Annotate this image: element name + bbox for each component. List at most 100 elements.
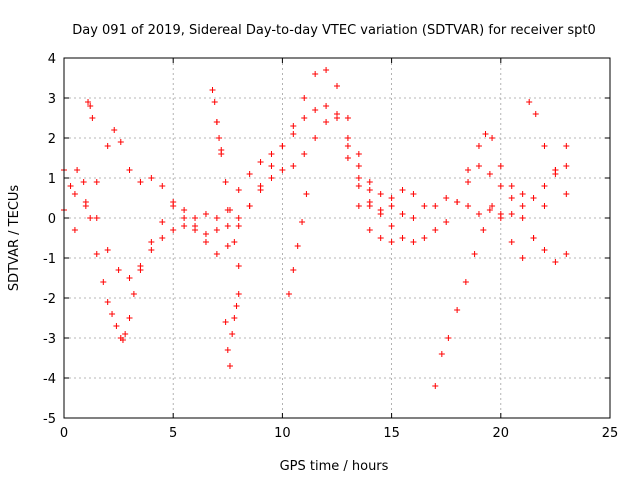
data-point <box>454 199 461 205</box>
data-point <box>93 179 100 185</box>
data-point <box>410 191 417 197</box>
data-point <box>170 199 177 205</box>
data-point <box>231 315 238 321</box>
data-point <box>126 167 133 173</box>
data-point <box>115 267 122 273</box>
data-point <box>148 247 155 253</box>
series-track-d <box>344 155 570 217</box>
data-point <box>211 99 218 105</box>
data-point <box>290 131 297 137</box>
data-point <box>137 263 144 269</box>
series-track-e <box>355 163 570 265</box>
data-point <box>235 187 242 193</box>
data-point <box>366 227 373 233</box>
x-tick-label: 25 <box>602 426 619 441</box>
data-point <box>104 247 111 253</box>
data-point <box>235 291 242 297</box>
y-tick-label: 1 <box>48 172 56 187</box>
data-point <box>285 291 292 297</box>
data-point <box>119 337 126 343</box>
data-point <box>224 347 231 353</box>
data-point <box>181 223 188 229</box>
data-point <box>303 191 310 197</box>
ticks-layer: 0 5 10 15 20 25 -5 -4 -3 -2 -1 0 1 2 3 4 <box>43 52 618 441</box>
data-point <box>445 335 452 341</box>
data-point <box>388 203 395 209</box>
data-point <box>117 139 124 145</box>
data-point <box>344 143 351 149</box>
data-point <box>218 151 225 157</box>
y-tick-label: -2 <box>43 292 56 307</box>
data-point <box>541 247 548 253</box>
data-point <box>202 211 209 217</box>
data-point <box>82 199 89 205</box>
data-point <box>519 215 526 221</box>
data-point <box>235 215 242 221</box>
data-point <box>100 279 107 285</box>
data-point <box>268 163 275 169</box>
x-tick-label: 0 <box>60 426 68 441</box>
data-point <box>74 167 81 173</box>
data-point <box>279 167 286 173</box>
data-point <box>480 227 487 233</box>
data-point <box>216 135 223 141</box>
series-track-l <box>85 99 96 121</box>
data-point <box>224 223 231 229</box>
data-point <box>541 143 548 149</box>
data-point <box>497 163 504 169</box>
x-tick-label: 20 <box>493 426 510 441</box>
data-point <box>366 179 373 185</box>
data-point <box>519 255 526 261</box>
data-point <box>294 243 301 249</box>
data-point <box>355 151 362 157</box>
data-point <box>80 179 87 185</box>
data-point <box>497 215 504 221</box>
y-tick-label: 3 <box>48 92 56 107</box>
x-tick-label: 10 <box>274 426 291 441</box>
data-point <box>508 239 515 245</box>
data-point <box>235 223 242 229</box>
data-point <box>109 311 116 317</box>
x-tick-label: 5 <box>169 426 177 441</box>
data-point <box>355 203 362 209</box>
data-point <box>290 123 297 129</box>
y-tick-label: 0 <box>48 212 56 227</box>
data-point <box>257 159 264 165</box>
data-point <box>552 167 559 173</box>
data-point <box>388 195 395 201</box>
data-point <box>475 211 482 217</box>
data-point <box>323 103 330 109</box>
data-point <box>519 191 526 197</box>
data-point <box>226 207 233 213</box>
y-axis-title: SDTVAR / TECUs <box>7 185 22 292</box>
data-point <box>323 119 330 125</box>
series-track-c <box>71 111 395 281</box>
data-point <box>93 215 100 221</box>
data-point <box>465 167 472 173</box>
data-point <box>85 99 92 105</box>
data-point <box>526 99 533 105</box>
data-point <box>67 183 74 189</box>
data-point <box>301 115 308 121</box>
data-point <box>192 227 199 233</box>
data-point <box>530 235 537 241</box>
data-point <box>462 279 469 285</box>
data-point <box>202 231 209 237</box>
data-point <box>471 251 478 257</box>
data-point <box>388 239 395 245</box>
data-point <box>159 219 166 225</box>
data-point <box>181 207 188 213</box>
series-track-i <box>222 291 242 369</box>
data-point <box>137 179 144 185</box>
data-point <box>432 227 439 233</box>
data-point <box>475 143 482 149</box>
data-point <box>104 143 111 149</box>
data-point <box>563 143 570 149</box>
data-point <box>421 203 428 209</box>
data-point <box>399 235 406 241</box>
data-point <box>489 135 496 141</box>
data-point <box>410 215 417 221</box>
data-point <box>257 187 264 193</box>
y-tick-label: -1 <box>43 252 56 267</box>
